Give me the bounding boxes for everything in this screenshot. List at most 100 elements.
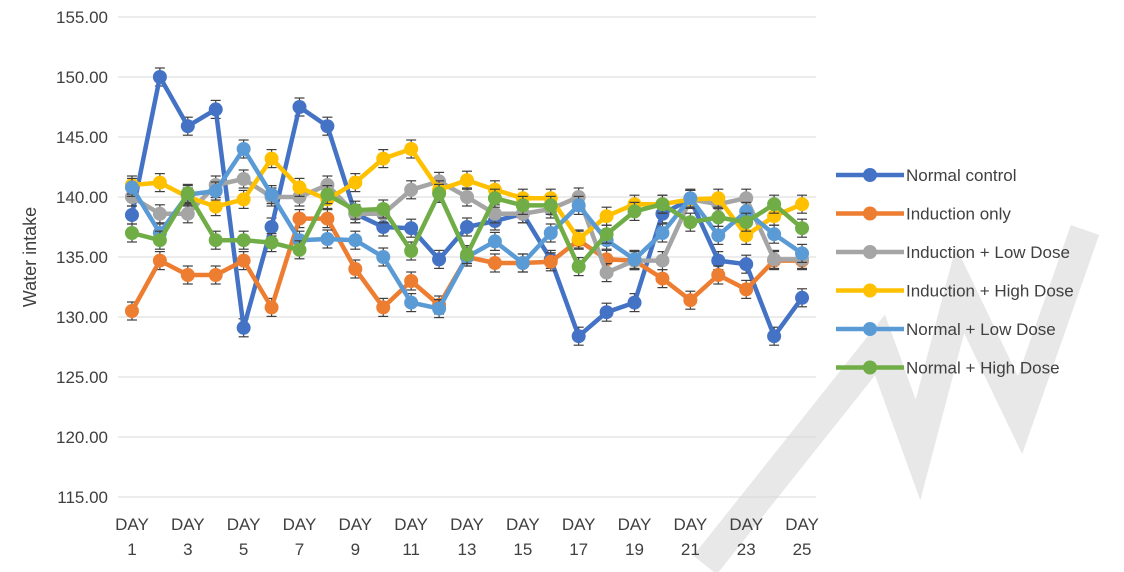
data-point <box>767 227 782 242</box>
data-point <box>152 253 167 268</box>
y-tick-label: 125.00 <box>56 368 108 387</box>
series-line <box>129 74 804 339</box>
data-point <box>515 198 530 213</box>
data-point <box>180 119 195 134</box>
data-point <box>292 190 307 204</box>
x-tick-label: DAY 3 <box>171 515 205 559</box>
data-point <box>124 226 139 240</box>
x-tick-label: DAY 17 <box>562 515 596 559</box>
data-point <box>460 220 474 234</box>
data-point <box>599 209 614 224</box>
data-point <box>404 274 419 288</box>
y-tick-label: 155.00 <box>56 8 108 27</box>
x-tick-label: DAY 7 <box>283 515 317 559</box>
data-point <box>208 233 223 248</box>
x-tick-label-line: DAY <box>450 515 484 534</box>
data-point <box>152 175 167 190</box>
data-point <box>487 234 502 249</box>
legend-item: Induction + Low Dose <box>836 243 1070 262</box>
data-point <box>795 290 810 305</box>
data-point <box>236 142 251 156</box>
y-tick-label: 130.00 <box>56 308 108 327</box>
x-tick-label-line: 21 <box>681 540 700 559</box>
x-tick-label-line: DAY <box>115 515 149 534</box>
data-point <box>152 70 167 84</box>
legend: Normal control Induction only Induction + … <box>836 166 1074 378</box>
watermark <box>693 225 1100 572</box>
data-point <box>487 191 502 206</box>
x-tick-label: DAY 23 <box>729 515 763 559</box>
legend-label: Normal + High Dose <box>906 359 1060 378</box>
data-point <box>404 295 419 310</box>
x-tick-label-line: 1 <box>127 540 136 559</box>
data-point <box>348 233 363 248</box>
legend-label: Normal + Low Dose <box>906 320 1056 339</box>
x-tick-label: DAY 11 <box>394 515 428 559</box>
x-tick-label: DAY 13 <box>450 515 484 559</box>
data-point <box>767 329 782 344</box>
data-point <box>543 198 558 213</box>
data-point <box>432 186 447 201</box>
data-point <box>292 211 307 226</box>
x-tick-label: DAY 19 <box>618 515 652 559</box>
x-tick-label-line: DAY <box>618 515 652 534</box>
x-tick-label-line: DAY <box>227 515 261 534</box>
data-point <box>320 211 335 226</box>
series-1 <box>124 67 810 346</box>
data-point <box>152 233 167 248</box>
data-point <box>180 186 195 201</box>
data-point <box>404 221 419 236</box>
legend-item: Normal + High Dose <box>836 359 1060 378</box>
data-point <box>655 206 670 221</box>
data-point <box>460 190 474 204</box>
legend-item: Normal + Low Dose <box>836 320 1056 339</box>
data-point <box>292 242 307 257</box>
data-point <box>348 262 363 276</box>
legend-label: Normal control <box>906 166 1017 185</box>
data-point <box>124 208 139 222</box>
x-tick-label-line: DAY <box>283 515 317 534</box>
y-tick-label: 115.00 <box>57 488 108 507</box>
legend-label: Induction only <box>906 205 1011 224</box>
data-point <box>432 301 447 316</box>
data-point <box>739 228 754 243</box>
x-tick-label-line: 11 <box>402 540 420 559</box>
data-point <box>627 204 642 219</box>
data-point <box>627 252 642 267</box>
legend-swatch-marker <box>863 168 877 182</box>
data-point <box>320 119 335 134</box>
data-point <box>208 199 223 214</box>
x-tick-label-line: DAY <box>506 515 540 534</box>
data-point <box>264 187 279 202</box>
data-point <box>376 250 391 264</box>
data-point <box>180 268 195 282</box>
data-point <box>599 227 614 242</box>
data-point <box>208 268 223 282</box>
legend-item: Normal control <box>836 166 1017 185</box>
data-point <box>739 257 754 272</box>
y-axis-label: Water intake <box>20 207 40 307</box>
x-tick-label: DAY 1 <box>115 515 149 559</box>
x-tick-label-line: 13 <box>458 540 477 559</box>
data-point <box>376 220 391 234</box>
x-tick-label-line: DAY <box>674 515 708 534</box>
x-tick-label-line: DAY <box>394 515 428 534</box>
data-point <box>739 215 754 230</box>
series-group <box>124 67 810 346</box>
data-point <box>152 206 167 221</box>
x-tick-label-line: 7 <box>295 540 304 559</box>
x-tick-label-line: 9 <box>351 540 360 559</box>
data-point <box>739 282 754 297</box>
x-tick-label-line: 23 <box>737 540 756 559</box>
x-tick-label-line: DAY <box>785 515 819 534</box>
data-point <box>320 232 335 246</box>
data-point <box>683 215 698 230</box>
data-point <box>571 198 586 213</box>
data-point <box>767 197 782 212</box>
data-point <box>292 180 307 195</box>
data-point <box>348 175 363 190</box>
data-point <box>571 329 586 344</box>
data-point <box>543 254 558 269</box>
data-point <box>264 235 279 250</box>
